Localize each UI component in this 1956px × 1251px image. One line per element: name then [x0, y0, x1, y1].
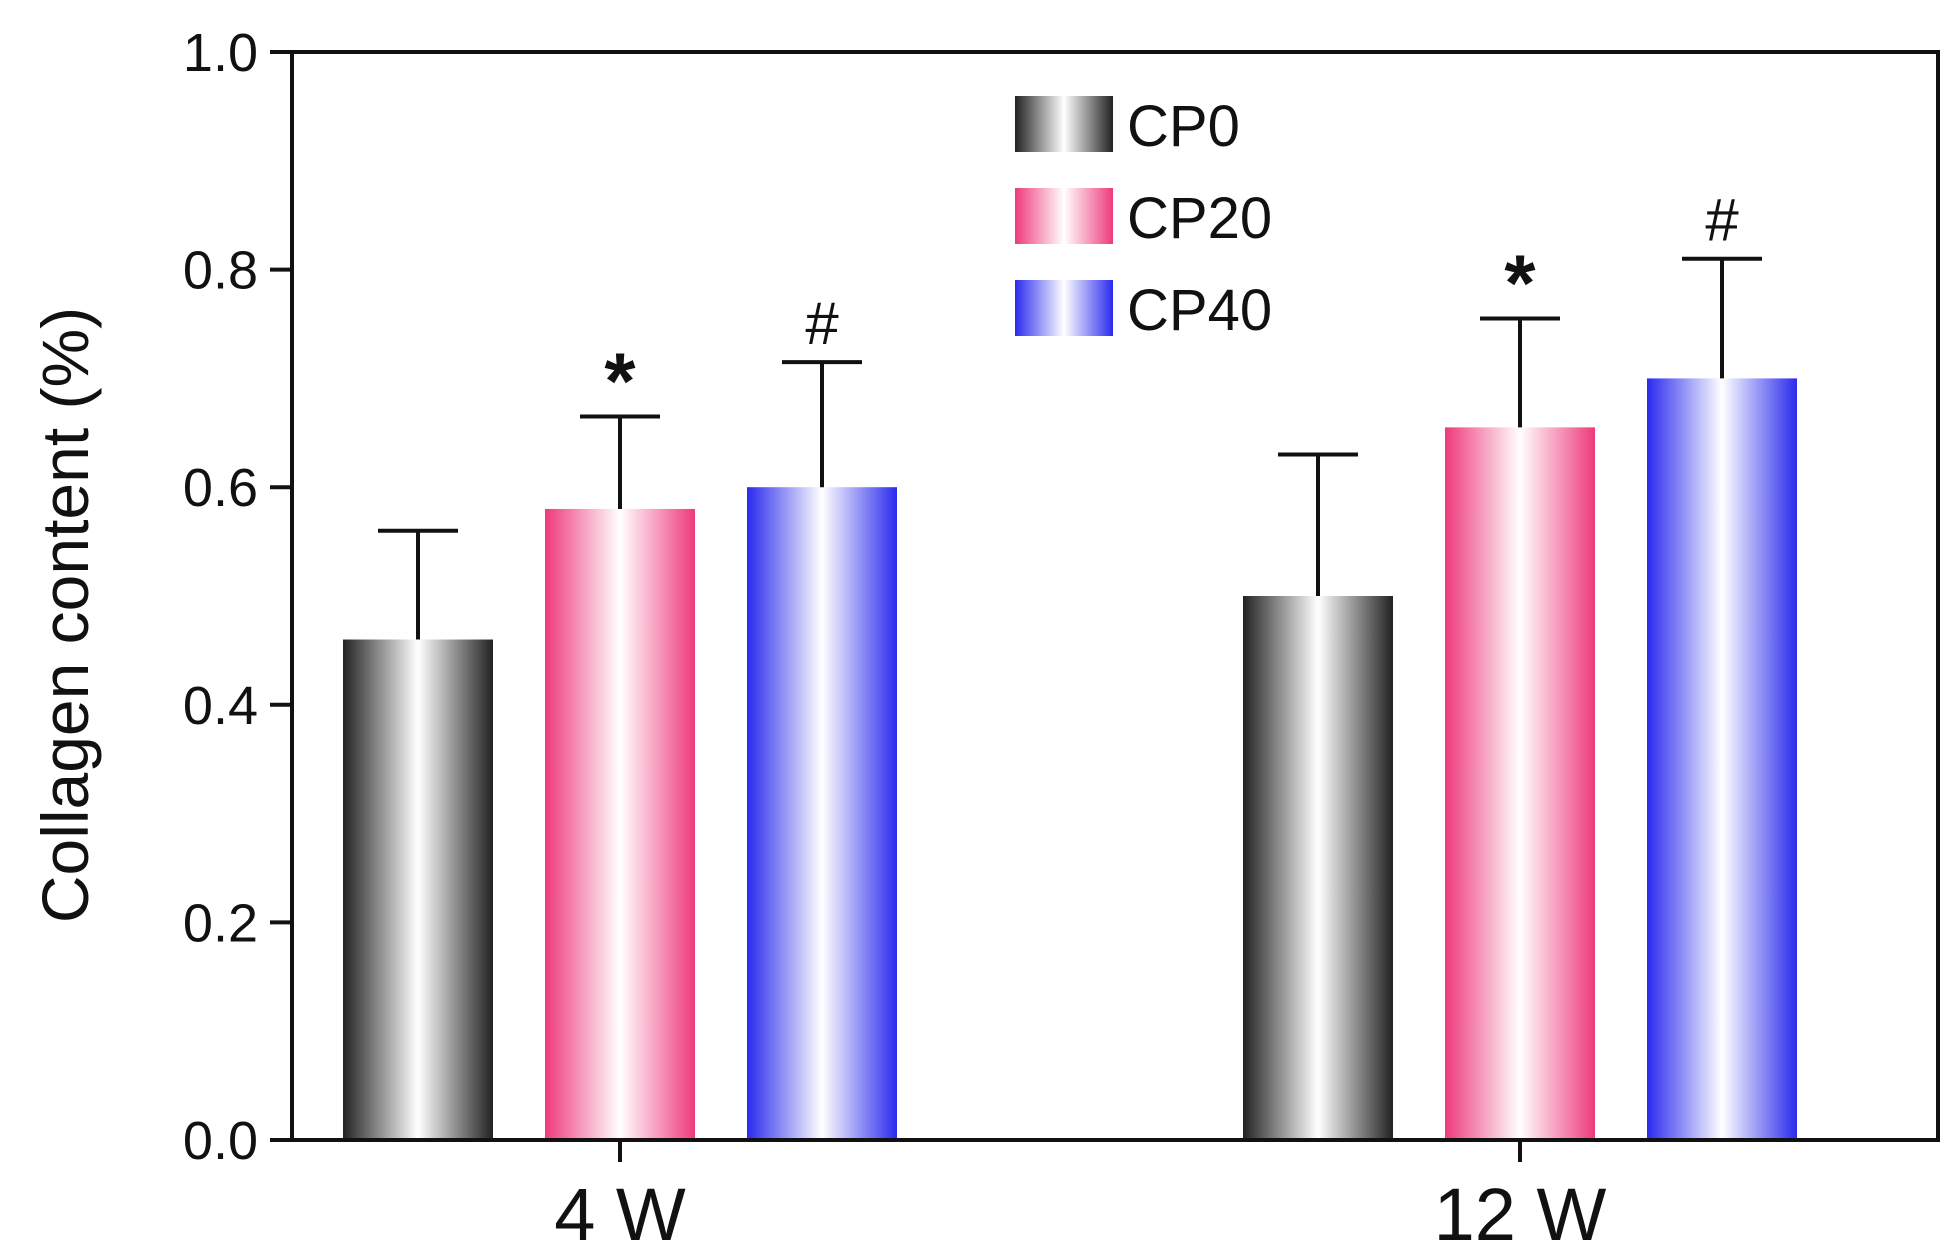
legend-item-cp20: CP20 — [1015, 186, 1272, 251]
y-tick-label: 0.4 — [183, 676, 258, 736]
legend-swatch — [1015, 188, 1113, 244]
y-tick-label: 0.8 — [183, 241, 258, 301]
bar-cp20-4w — [545, 508, 695, 1141]
significance-marker: # — [805, 290, 839, 357]
error-bar — [782, 360, 862, 488]
significance-marker: # — [1705, 187, 1739, 254]
bar-cp40-12w — [1647, 378, 1797, 1140]
x-category-label: 12 W — [1434, 1173, 1607, 1251]
error-bar — [1682, 256, 1762, 379]
y-axis: 0.0 0.2 0.4 0.6 0.8 1.0 — [183, 23, 292, 1171]
bars-layer — [343, 378, 1797, 1141]
error-bar — [1480, 316, 1560, 428]
significance-marker: * — [1504, 239, 1536, 328]
legend-label: CP40 — [1127, 278, 1272, 343]
y-tick-label: 0.6 — [183, 458, 258, 518]
bar-cp20-12w — [1445, 427, 1595, 1140]
legend: CP0 CP20 CP40 — [1015, 94, 1272, 343]
y-tick-label: 0.2 — [183, 893, 258, 953]
y-tick-label: 0.0 — [183, 1111, 258, 1171]
bar-cp0-4w — [343, 639, 493, 1140]
plot-frame — [290, 50, 1940, 1142]
error-bar — [1278, 452, 1358, 596]
x-axis: 4 W 12 W — [554, 1140, 1607, 1251]
bar-cp0-12w — [1243, 596, 1393, 1140]
legend-label: CP20 — [1127, 186, 1272, 251]
annotations-layer: * # * # — [604, 187, 1739, 426]
error-bars-layer — [378, 256, 1762, 640]
y-tick-label: 1.0 — [183, 23, 258, 83]
significance-marker: * — [604, 336, 636, 425]
error-bar — [580, 414, 660, 509]
legend-swatch — [1015, 280, 1113, 336]
bar-cp40-4w — [747, 487, 897, 1140]
legend-item-cp0: CP0 — [1015, 94, 1240, 159]
legend-item-cp40: CP40 — [1015, 278, 1272, 343]
legend-label: CP0 — [1127, 94, 1240, 159]
x-category-label: 4 W — [554, 1173, 686, 1251]
legend-swatch — [1015, 96, 1113, 152]
y-axis-title: Collagen content (%) — [28, 307, 102, 923]
error-bar — [378, 528, 458, 640]
